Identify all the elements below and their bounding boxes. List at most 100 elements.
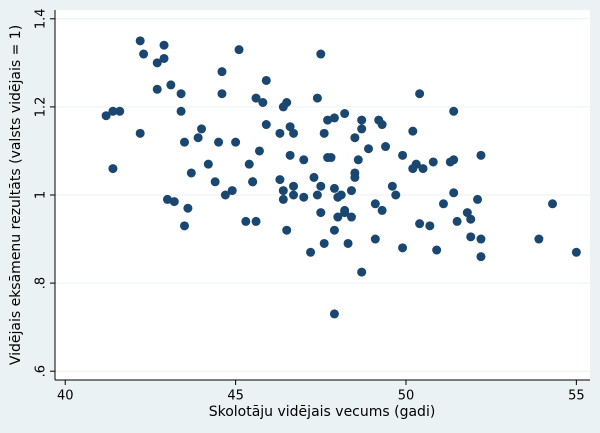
point	[428, 157, 438, 167]
point	[350, 172, 360, 182]
point	[251, 93, 261, 103]
point	[473, 194, 483, 204]
point	[316, 49, 326, 59]
point	[370, 199, 380, 209]
point	[186, 168, 196, 178]
point	[415, 89, 425, 99]
y-axis-label: Vidējais eksāmenu rezultāts (valsts vidē…	[8, 25, 24, 365]
point	[377, 120, 387, 130]
point	[210, 177, 220, 187]
point	[289, 181, 299, 191]
point	[364, 144, 374, 154]
point	[241, 216, 251, 226]
y-tick-label: 1.2	[34, 97, 49, 118]
point	[329, 225, 339, 235]
point	[411, 159, 421, 169]
point	[234, 45, 244, 55]
point	[217, 89, 227, 99]
point	[319, 238, 329, 248]
point	[179, 137, 189, 147]
point	[193, 133, 203, 143]
point	[449, 188, 459, 198]
point	[353, 155, 363, 165]
point	[323, 115, 333, 125]
point	[309, 172, 319, 182]
point	[166, 80, 176, 90]
point	[306, 247, 316, 257]
y-tick-label: 1	[34, 191, 49, 199]
point	[254, 146, 264, 156]
point	[203, 159, 213, 169]
point	[381, 142, 391, 152]
point	[227, 186, 237, 196]
y-tick-label: .6	[34, 365, 49, 377]
x-axis-label: Skolotāju vidējais vecums (gadi)	[209, 404, 436, 420]
point	[357, 115, 367, 125]
point	[108, 106, 118, 116]
point	[476, 234, 486, 244]
point	[319, 128, 329, 138]
point	[350, 133, 360, 143]
point	[326, 153, 336, 163]
point	[289, 128, 299, 138]
point	[217, 67, 227, 77]
point	[336, 190, 346, 200]
point	[312, 190, 322, 200]
point	[476, 150, 486, 160]
point	[370, 234, 380, 244]
point	[299, 192, 309, 202]
point	[340, 109, 350, 119]
point	[135, 36, 145, 46]
point	[425, 221, 435, 231]
point	[415, 219, 425, 229]
point	[244, 159, 254, 169]
point	[357, 267, 367, 277]
point	[285, 122, 295, 132]
point	[159, 40, 169, 50]
point	[169, 197, 179, 207]
point	[220, 190, 230, 200]
point	[176, 89, 186, 99]
point	[261, 75, 271, 85]
point	[548, 199, 558, 209]
point	[159, 53, 169, 63]
point	[398, 243, 408, 253]
point	[162, 194, 172, 204]
point	[101, 111, 111, 121]
point	[571, 247, 581, 257]
point	[466, 232, 476, 242]
point	[316, 208, 326, 218]
point	[391, 190, 401, 200]
point	[452, 216, 462, 226]
point	[179, 221, 189, 231]
point	[251, 216, 261, 226]
point	[285, 150, 295, 160]
point	[449, 106, 459, 116]
point	[214, 137, 224, 147]
point	[278, 186, 288, 196]
point	[462, 208, 472, 218]
point	[299, 155, 309, 165]
point	[346, 186, 356, 196]
point	[438, 199, 448, 209]
point	[135, 128, 145, 138]
point	[278, 194, 288, 204]
y-tick-label: .8	[34, 277, 49, 289]
point	[197, 124, 207, 134]
point	[329, 113, 339, 123]
x-tick-label: 50	[398, 389, 415, 404]
point	[343, 238, 353, 248]
y-tick-label: 1.4	[34, 8, 49, 29]
point	[261, 120, 271, 130]
point	[139, 49, 149, 59]
point	[282, 225, 292, 235]
point	[346, 212, 356, 222]
point	[275, 128, 285, 138]
point	[387, 181, 397, 191]
point	[152, 84, 162, 94]
point	[466, 214, 476, 224]
x-tick-label: 40	[57, 389, 74, 404]
point	[476, 252, 486, 262]
point	[398, 150, 408, 160]
